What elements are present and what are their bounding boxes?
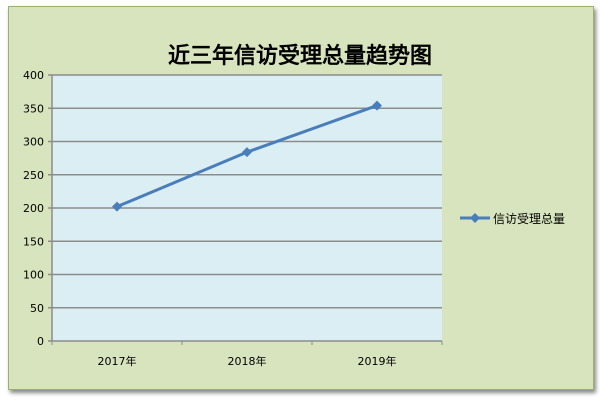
y-tick-label: 100 (23, 269, 44, 282)
y-tick-label: 250 (23, 169, 44, 182)
data-point (242, 147, 252, 158)
data-point (112, 201, 122, 212)
legend-label: 信访受理总量 (493, 212, 565, 226)
y-tick-label: 400 (23, 69, 44, 82)
y-tick-label: 0 (37, 335, 44, 348)
chart-title: 近三年信访受理总量趋势图 (167, 44, 432, 69)
x-tick-label: 2019年 (358, 354, 397, 368)
y-tick-label: 50 (30, 302, 44, 315)
y-tick-label: 200 (23, 202, 44, 215)
legend-marker (470, 213, 480, 223)
data-point (372, 100, 382, 111)
y-tick-label: 300 (23, 136, 44, 149)
y-tick-label: 150 (23, 235, 44, 248)
x-tick-label: 2018年 (228, 354, 267, 368)
x-tick-label: 2017年 (98, 354, 137, 368)
y-tick-label: 350 (23, 102, 44, 115)
